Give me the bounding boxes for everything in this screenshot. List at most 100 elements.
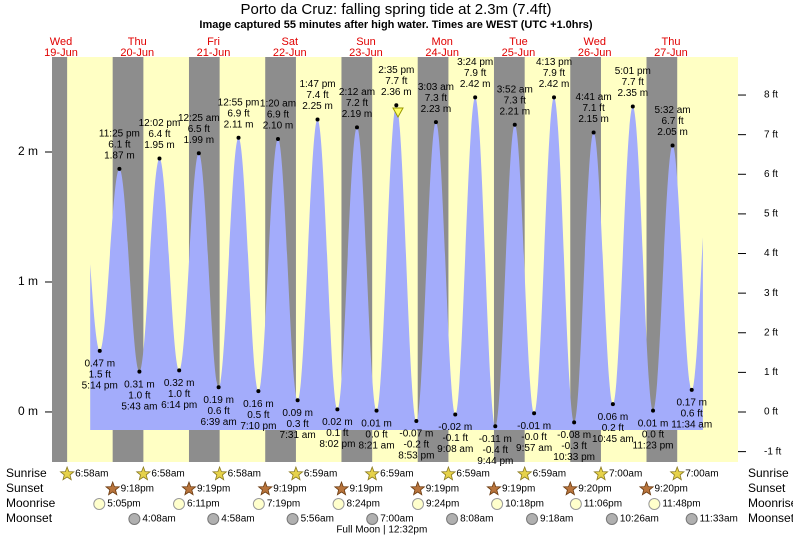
day-date: 22-Jun (273, 47, 307, 59)
tide-label: 9:57 am (516, 443, 552, 454)
moonrise-icon (411, 498, 424, 510)
tide-label: 11:25 pm (99, 129, 140, 140)
tide-label: 9:08 am (437, 444, 473, 455)
tide-label: 1.0 ft (168, 389, 190, 400)
tide-point (216, 385, 221, 390)
y2-tick-label: 4 ft (764, 248, 778, 259)
tide-label: 1.99 m (184, 135, 215, 146)
tide-label: 7:31 am (280, 430, 316, 441)
tide-label: 2:12 am (339, 87, 375, 98)
sunset-time: 9:20pm (655, 484, 688, 495)
tide-point (493, 424, 498, 429)
tide-label: 5:43 am (121, 401, 157, 412)
y-tick-label: 1 m (18, 274, 38, 288)
tide-label: 7.9 ft (464, 68, 486, 79)
tide-point (117, 166, 122, 171)
moonset-icon (286, 513, 299, 525)
tide-label: 1.87 m (104, 151, 135, 162)
tide-label: 1.0 ft (128, 390, 150, 401)
tide-label: 2.10 m (263, 121, 294, 132)
tide-label: -0.01 m (517, 421, 551, 432)
tide-label: 0.02 m (322, 417, 353, 428)
row-label: Sunrise (748, 466, 789, 480)
tide-point (137, 369, 142, 374)
tide-label: 0.01 m (361, 418, 392, 429)
tide-label: 4:13 pm (536, 57, 572, 68)
tide-label: 8:21 am (358, 440, 394, 451)
tide-point (256, 389, 261, 394)
tide-point (591, 130, 596, 135)
tide-point (532, 411, 537, 416)
moonset-time: 4:08am (142, 514, 175, 525)
day-name: Mon (432, 36, 453, 48)
tide-label: 7.2 ft (346, 98, 368, 109)
sunrise-time: 6:59am (533, 469, 566, 480)
tide-point (453, 412, 458, 417)
y2-tick-label: 1 ft (764, 367, 778, 378)
tide-label: 6.7 ft (661, 116, 683, 127)
tide-label: -0.4 ft (482, 445, 508, 456)
tide-point (670, 143, 675, 148)
y2-tick-label: 2 ft (764, 327, 778, 338)
tide-point (572, 420, 577, 425)
tide-label: 0.19 m (203, 395, 234, 406)
tide-label: 0.16 m (243, 399, 274, 410)
tide-point (414, 419, 419, 424)
moonrise-time: 8:24pm (347, 499, 380, 510)
sunrise-time: 7:00am (609, 469, 642, 480)
moonset-icon (605, 513, 618, 525)
sunrise-icon (364, 465, 380, 481)
sunset-icon (562, 480, 578, 496)
tide-label: 1.5 ft (89, 370, 111, 381)
tide-label: 2.25 m (302, 101, 333, 112)
tide-label: -0.02 m (438, 422, 472, 433)
tide-label: 0.09 m (282, 408, 313, 419)
tide-point (157, 156, 162, 161)
moonrise-time: 6:11pm (187, 499, 220, 510)
tide-label: -0.07 m (399, 429, 433, 440)
tide-label: 0.47 m (84, 359, 115, 370)
moonset-icon (128, 513, 141, 525)
sunrise-icon (211, 465, 228, 481)
moonrise-icon (252, 498, 265, 510)
moonrise-time: 5:05pm (107, 499, 140, 510)
day-date: 25-Jun (502, 47, 536, 59)
tide-point (374, 408, 379, 413)
sunset-time: 9:19pm (502, 484, 535, 495)
tide-label: 2.19 m (342, 109, 373, 120)
moonset-time: 8:08am (460, 514, 493, 525)
tide-point (689, 387, 694, 392)
moonrise-time: 9:24pm (426, 499, 459, 510)
tide-point (236, 135, 241, 140)
tide-label: 0.0 ft (642, 429, 664, 440)
sunrise-icon (669, 465, 685, 481)
tide-label: 7.7 ft (622, 77, 644, 88)
tide-label: 10:33 pm (553, 452, 595, 463)
tide-label: 11:23 pm (633, 440, 674, 451)
moonrise-icon (569, 498, 582, 510)
sunset-icon (104, 480, 121, 496)
tide-label: 12:55 pm (218, 97, 260, 108)
sunrise-time: 6:58am (228, 469, 261, 480)
day-date: 24-Jun (425, 47, 459, 59)
tide-point (651, 408, 656, 413)
day-date: 27-Jun (654, 47, 688, 59)
tide-label: 0.1 ft (326, 428, 348, 439)
tide-label: 7.1 ft (582, 103, 604, 114)
sunset-time: 9:19pm (273, 484, 306, 495)
moon-phase: Full Moon | 12:32pm (336, 525, 427, 536)
tide-label: 2.23 m (421, 104, 452, 115)
sunset-time: 9:20pm (578, 484, 611, 495)
tide-label: 1:20 am (260, 99, 296, 110)
sunset-icon (410, 480, 426, 496)
plot (45, 94, 746, 453)
y2-tick-label: 0 ft (764, 407, 778, 418)
tide-label: 7.3 ft (504, 95, 526, 106)
sunrise-icon (516, 465, 533, 481)
tide-label: 2.42 m (539, 79, 570, 90)
tide-label: 2.05 m (657, 127, 688, 138)
sunrise-time: 7:00am (685, 469, 718, 480)
tide-label: 11:34 am (671, 420, 712, 431)
tide-label: -0.2 ft (404, 440, 430, 451)
day-name: Tue (509, 36, 528, 48)
